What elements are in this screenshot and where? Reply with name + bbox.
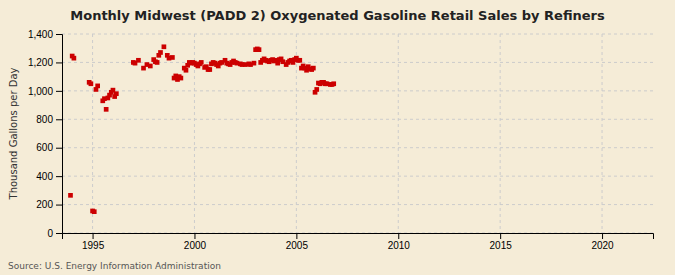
- grid-line-y: [62, 176, 653, 177]
- x-axis-tick: 2000: [184, 233, 207, 251]
- y-axis-tick-mark: [56, 176, 62, 177]
- chart: 1995 2000 2005 2010 2015 2020 0 200 400 600 800 1,0…: [0, 0, 675, 275]
- point: [162, 44, 167, 49]
- y-axis-tick: 1,200: [28, 57, 62, 68]
- point: [95, 84, 100, 89]
- y-axis-tick-label: 1,400: [28, 29, 53, 40]
- y-axis-tick-label: 200: [36, 199, 53, 210]
- point: [170, 55, 175, 60]
- y-axis-tick-label: 0: [47, 228, 53, 239]
- point: [184, 68, 189, 73]
- y-axis-tick-mark: [56, 62, 62, 63]
- x-axis-tick-label: 2000: [184, 240, 207, 251]
- point: [179, 76, 184, 81]
- y-axis-label: Thousand Gallons per Day: [8, 67, 19, 200]
- x-axis-tick-mark: [93, 233, 94, 239]
- y-axis-tick-mark: [56, 91, 62, 92]
- y-axis-tick-mark: [56, 119, 62, 120]
- point: [148, 64, 153, 69]
- point: [252, 61, 257, 66]
- y-axis-tick-label: 800: [36, 114, 53, 125]
- y-axis-tick: 800: [36, 114, 62, 125]
- points: [68, 44, 336, 214]
- grid-line-y: [62, 34, 653, 35]
- y-axis-tick-mark: [56, 233, 62, 234]
- point: [199, 60, 204, 65]
- grid-line-x: [602, 34, 603, 233]
- point: [68, 193, 73, 198]
- title: Monthly Midwest (PADD 2) Oxygenated Gaso…: [70, 8, 605, 23]
- grid-line-y: [62, 204, 653, 205]
- point: [311, 66, 316, 71]
- y-axis-tick: 0: [47, 228, 62, 239]
- x-axis-domain: [63, 234, 654, 240]
- x-axis-tick: 2005: [286, 233, 309, 251]
- point: [87, 80, 92, 85]
- x-axis-tick: 2015: [490, 233, 513, 251]
- x-axis-tick-mark: [296, 233, 297, 239]
- y-axis-tick: 1,000: [28, 86, 62, 97]
- x-axis-tick-label: 2010: [388, 240, 411, 251]
- grid-line-y: [62, 119, 653, 120]
- y-axis-tick: 1,400: [28, 29, 62, 40]
- point: [158, 50, 163, 55]
- y-axis-tick-label: 600: [36, 142, 53, 153]
- grid-line-y: [62, 62, 653, 63]
- grid-line-x: [296, 34, 297, 233]
- y-axis-tick-label: 1,000: [28, 86, 53, 97]
- grid-line-x: [500, 34, 501, 233]
- point: [297, 58, 302, 63]
- x-axis-tick-label: 1995: [82, 240, 105, 251]
- y-axis-tick-mark: [56, 205, 62, 206]
- y-axis-tick-mark: [56, 34, 62, 35]
- y-axis-domain: [56, 35, 63, 234]
- x-axis-tick-mark: [398, 233, 399, 239]
- x-axis-tick-mark: [194, 233, 195, 239]
- y-axis: 0 200 400 600 800 1,000 1,200 1,400: [28, 29, 63, 239]
- x-axis: 1995 2000 2005 2010 2015 2020: [63, 233, 654, 251]
- y-axis-tick: 200: [36, 199, 62, 210]
- point: [314, 87, 319, 92]
- point: [155, 60, 160, 65]
- point: [207, 67, 212, 72]
- point: [104, 107, 109, 112]
- x-axis-tick-mark: [602, 233, 603, 239]
- x-axis-tick-mark: [500, 233, 501, 239]
- grid: [62, 34, 653, 233]
- y-axis-tick: 400: [36, 171, 62, 182]
- point: [114, 91, 119, 96]
- x-axis-tick-label: 2005: [286, 240, 309, 251]
- y-axis-tick-label: 1,200: [28, 57, 53, 68]
- x-axis-tick-label: 2020: [591, 240, 614, 251]
- grid-line-x: [398, 34, 399, 233]
- background: [0, 0, 675, 275]
- x-axis-tick: 1995: [82, 233, 105, 251]
- point: [257, 47, 262, 52]
- x-axis-tick: 2020: [591, 233, 614, 251]
- y-axis-tick-mark: [56, 148, 62, 149]
- grid-line-y: [62, 90, 653, 91]
- plot: 1995 2000 2005 2010 2015 2020 0 200 400 600 800 1,0…: [28, 29, 654, 251]
- grid-line-y: [62, 147, 653, 148]
- grid-line-x: [92, 34, 93, 233]
- y-axis-tick-label: 400: [36, 171, 53, 182]
- point: [72, 56, 77, 61]
- point: [331, 81, 336, 86]
- x-axis-tick-label: 2015: [490, 240, 513, 251]
- annotation: Source: U.S. Energy Information Administ…: [8, 261, 221, 271]
- x-axis-tick: 2010: [388, 233, 411, 251]
- point: [92, 209, 97, 214]
- y-axis-tick: 600: [36, 142, 62, 153]
- point: [136, 58, 141, 63]
